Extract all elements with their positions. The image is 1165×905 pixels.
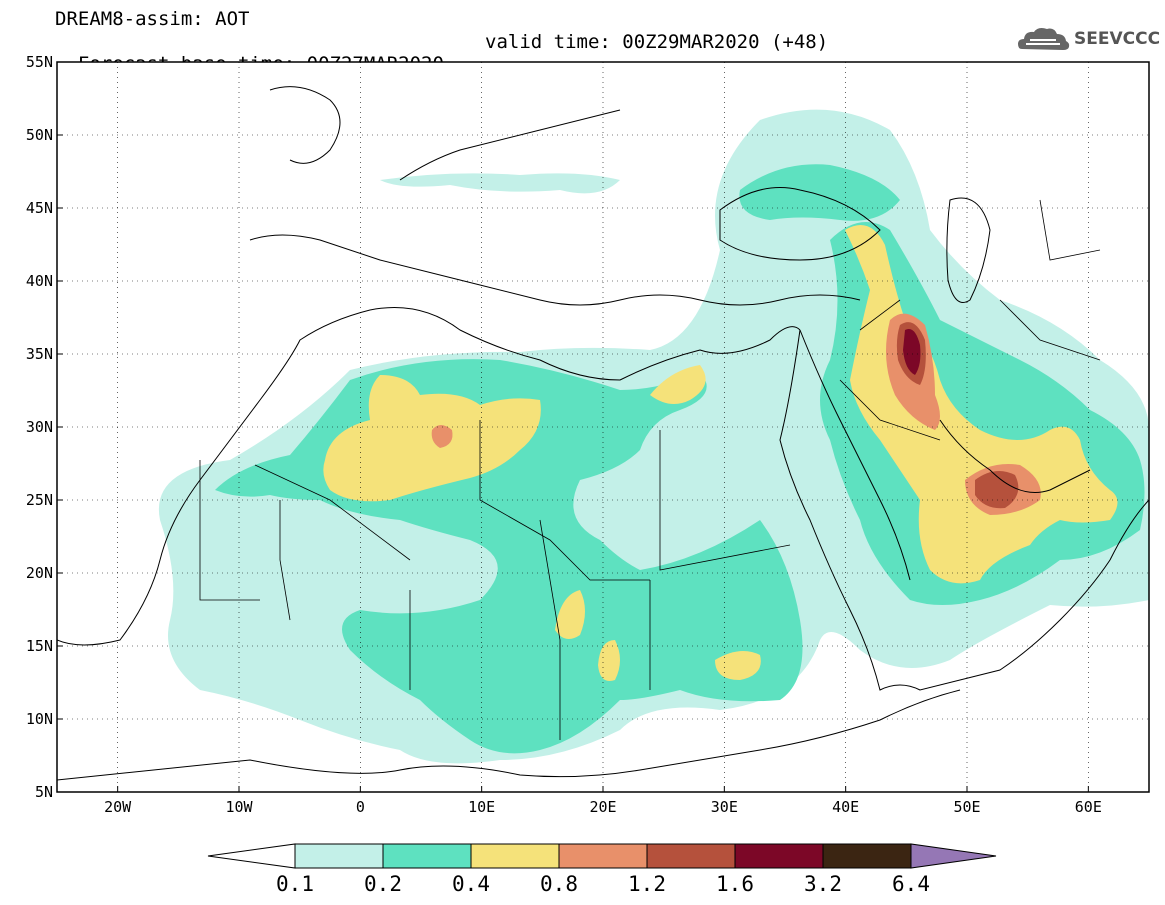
- graticule: [57, 62, 1149, 792]
- map-title: DREAM8-assim: AOT: [55, 8, 250, 30]
- aot-band-0.1-europe: [380, 173, 620, 194]
- colorbar-segment-6: [734, 843, 824, 869]
- longitude-label: 50E: [953, 798, 980, 816]
- country-borders: [199, 199, 1101, 740]
- aot-band-0.8-algeria: [431, 425, 453, 448]
- longitude-label: 10W: [225, 798, 253, 816]
- colorbar-label: 1.6: [716, 872, 754, 896]
- colorbar-label: 0.1: [276, 872, 314, 896]
- colorbar-label: 0.4: [452, 872, 490, 896]
- longitude-label: 30E: [711, 798, 738, 816]
- latitude-label: 15N: [26, 637, 53, 655]
- longitude-label: 20W: [104, 798, 132, 816]
- aot-band-0.4-chad: [555, 590, 585, 639]
- colorbar-segment-4: [558, 843, 648, 869]
- longitude-label: 60E: [1075, 798, 1102, 816]
- colorbar-segment-2: [382, 843, 472, 869]
- seevccc-logo: SEEVCCC: [1016, 25, 1160, 55]
- latitude-label: 20N: [26, 564, 53, 582]
- latitude-label: 10N: [26, 710, 53, 728]
- latitude-label: 45N: [26, 199, 53, 217]
- aot-band-1.2-gulf: [975, 471, 1019, 509]
- colorbar-label: 6.4: [892, 872, 930, 896]
- coastlines: [57, 86, 1149, 781]
- latitude-label: 40N: [26, 272, 53, 290]
- colorbar-label: 0.8: [540, 872, 578, 896]
- aot-band-0.4-libya: [650, 365, 706, 404]
- latitude-label: 55N: [26, 53, 53, 71]
- longitude-label: 40E: [832, 798, 859, 816]
- colorbar-above-arrow: [910, 843, 997, 869]
- colorbar-segment-7: [822, 843, 912, 869]
- latitude-label: 25N: [26, 491, 53, 509]
- colorbar: [207, 843, 997, 869]
- logo-text: SEEVCCC: [1074, 29, 1161, 49]
- latitude-label: 35N: [26, 345, 53, 363]
- colorbar-label: 1.2: [628, 872, 666, 896]
- coastline-arabia-east: [799, 329, 1091, 581]
- longitude-label: 0: [356, 798, 365, 816]
- aot-band-1.6-iraq: [903, 329, 921, 375]
- coastline-caspian: [946, 197, 991, 303]
- longitude-labels: 20W 10W 0 10E 20E 30E 40E 50E 60E: [104, 786, 1102, 816]
- colorbar-label: 3.2: [804, 872, 842, 896]
- colorbar-segment-5: [646, 843, 736, 869]
- coastline-red-sea: [779, 329, 1149, 691]
- colorbar-below-arrow: [207, 843, 296, 869]
- coastline-black-sea: [719, 187, 881, 261]
- aot-contours: [158, 109, 1149, 764]
- longitude-label: 10E: [468, 798, 495, 816]
- latitude-label: 50N: [26, 126, 53, 144]
- valid-time: valid time: 00Z29MAR2020 (+48): [485, 31, 829, 53]
- longitude-label: 20E: [589, 798, 616, 816]
- coastline-south-africa: [57, 689, 961, 781]
- aot-band-0.2-blacksea: [739, 164, 900, 221]
- colorbar-segment-3: [470, 843, 560, 869]
- coastline-europe: [249, 86, 861, 306]
- latitude-label: 30N: [26, 418, 53, 436]
- aot-band-0.4-sudan: [715, 651, 761, 680]
- cloud-logo-icon: [1018, 28, 1070, 50]
- colorbar-segment-1: [294, 843, 384, 869]
- latitude-labels: 55N 50N 45N 40N 35N 30N 25N 20N 15N 10N 5N: [26, 53, 63, 801]
- aot-band-0.4-chad2: [598, 640, 620, 681]
- aot-band-0.4-sahara: [323, 375, 541, 502]
- aot-band-0.4-arabia: [845, 225, 1118, 584]
- colorbar-label: 0.2: [364, 872, 402, 896]
- latitude-label: 5N: [35, 783, 53, 801]
- coastline-west-africa: [57, 307, 801, 646]
